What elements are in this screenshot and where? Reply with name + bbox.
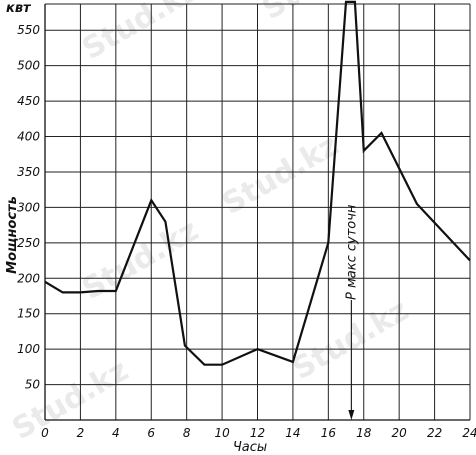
x-tick-label: 18 — [356, 426, 372, 440]
x-tick-label: 8 — [183, 426, 191, 440]
y-tick-label: 300 — [17, 200, 40, 214]
y-tick-label: 150 — [17, 307, 40, 321]
y-tick-label: 500 — [17, 59, 40, 73]
chart-grid — [44, 3, 471, 420]
x-tick-label: 6 — [147, 426, 155, 440]
x-tick-label: 4 — [112, 426, 120, 440]
y-unit-label: квт — [6, 1, 32, 16]
y-tick-label: 550 — [17, 23, 40, 37]
annotation-label: P макс суточн — [344, 204, 359, 300]
x-tick-label: 0 — [41, 426, 49, 440]
x-tick-label: 22 — [427, 426, 442, 440]
x-tick-label: 20 — [392, 426, 408, 440]
x-axis-title: Часы — [233, 440, 267, 455]
y-tick-label: 450 — [17, 94, 40, 108]
y-tick-label: 400 — [17, 130, 40, 144]
y-tick-label: 100 — [17, 342, 40, 356]
y-tick-labels: 50 100 150 200 250 300 350 400 450 500 550 — [17, 23, 40, 391]
chart-axes — [44, 4, 470, 421]
power-curve-line — [44, 0, 471, 366]
annotation-arrow-head — [348, 410, 355, 420]
y-tick-label: 250 — [17, 236, 40, 250]
annotation-layer: P макс суточн — [344, 204, 359, 420]
watermark-text: Stud.kz — [77, 0, 205, 67]
x-tick-label: 14 — [285, 426, 300, 440]
y-tick-label: 200 — [17, 271, 40, 285]
x-tick-label: 24 — [462, 426, 476, 440]
x-tick-label: 2 — [77, 426, 85, 440]
watermark-text: Stud.kz — [287, 293, 415, 387]
x-tick-labels: 024681012141618202224 — [41, 426, 476, 440]
x-tick-label: 12 — [250, 426, 265, 440]
x-tick-label: 16 — [321, 426, 337, 440]
y-tick-label: 50 — [25, 378, 41, 392]
y-axis-title: Мощность — [5, 196, 20, 274]
y-tick-label: 350 — [17, 165, 40, 179]
x-tick-label: 10 — [214, 426, 230, 440]
series-layer — [44, 0, 471, 366]
